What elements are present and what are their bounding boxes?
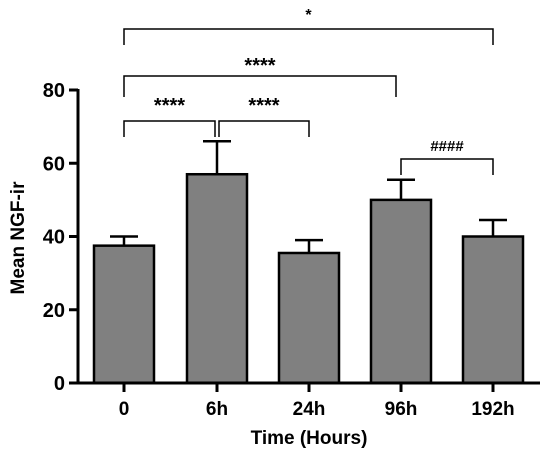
y-tick-label-40: 40 — [43, 227, 65, 249]
significance-label-1: **** — [248, 95, 279, 117]
significance-bracket-0 — [123, 120, 216, 137]
x-tick-label-6h: 6h — [206, 399, 228, 420]
bar-6h — [185, 172, 249, 385]
bars-layer — [92, 172, 525, 385]
bar-0 — [92, 244, 156, 385]
y-tick-label-60: 60 — [43, 153, 65, 175]
y-axis-title: Mean NGF-ir — [8, 181, 29, 295]
significance-label-2: #### — [430, 138, 464, 155]
axes-layer: 0 20 40 60 80 0 6h 24h 96h 192h — [43, 80, 540, 420]
x-tick-label-192h: 192h — [471, 399, 514, 420]
x-axis-title: Time (Hours) — [251, 428, 368, 449]
x-tick-label-24h: 24h — [293, 399, 326, 420]
significance-bracket-4 — [123, 28, 494, 45]
x-tick-label-96h: 96h — [385, 399, 418, 420]
x-tick-label-0: 0 — [119, 399, 130, 420]
significance-bracket-1 — [218, 120, 310, 137]
significance-layer: **** ****####***** — [123, 7, 494, 175]
significance-label-0: **** — [154, 95, 185, 117]
y-tick-label-80: 80 — [43, 80, 65, 102]
significance-label-3: **** — [244, 55, 275, 77]
significance-label-4: * — [305, 7, 312, 24]
significance-bracket-3 — [123, 75, 397, 97]
bar-192h — [461, 235, 525, 385]
y-tick-label-0: 0 — [54, 373, 65, 395]
error-bars-layer — [110, 140, 507, 253]
y-tick-label-20: 20 — [43, 300, 65, 322]
bar-24h — [277, 251, 341, 385]
bar-96h — [369, 198, 433, 385]
significance-bracket-2 — [400, 158, 494, 175]
